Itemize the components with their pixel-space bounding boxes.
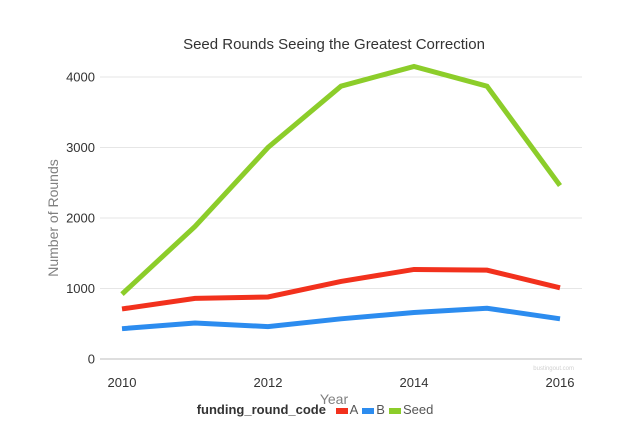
x-tick-label: 2012 — [254, 375, 283, 390]
x-axis-ticks: 2010 2012 2014 2016 — [108, 375, 575, 390]
x-axis-label: Year — [320, 391, 349, 407]
y-tick-label: 4000 — [66, 70, 95, 85]
series-lines — [120, 63, 563, 332]
series-line-seed — [120, 63, 563, 296]
x-tick-label: 2010 — [108, 375, 137, 390]
legend-label-a: A — [349, 402, 359, 417]
y-axis-ticks: 0 1000 2000 3000 4000 — [66, 70, 95, 367]
y-tick-label: 3000 — [66, 140, 95, 155]
legend-items: A B Seed — [334, 402, 436, 417]
y-tick-label: 2000 — [66, 211, 95, 226]
legend-swatch-a — [335, 407, 348, 414]
legend-swatch-seed — [388, 407, 401, 414]
watermark: bustingout.com — [533, 366, 574, 372]
y-tick-label: 1000 — [66, 281, 95, 296]
x-tick-label: 2016 — [546, 375, 575, 390]
legend-title: funding_round_code — [196, 402, 326, 417]
y-tick-label: 0 — [88, 352, 95, 367]
series-line-b — [121, 305, 561, 332]
legend-label-seed: Seed — [402, 402, 434, 417]
legend-label-b: B — [376, 402, 385, 417]
series-line-a — [121, 266, 561, 312]
y-axis-label: Number of Rounds — [45, 159, 61, 277]
legend-swatch-b — [362, 407, 375, 414]
gridlines — [100, 76, 582, 360]
chart-title: Seed Rounds Seeing the Greatest Correcti… — [183, 36, 485, 53]
legend: funding_round_code A B Seed — [0, 402, 632, 417]
x-tick-label: 2014 — [400, 375, 429, 390]
